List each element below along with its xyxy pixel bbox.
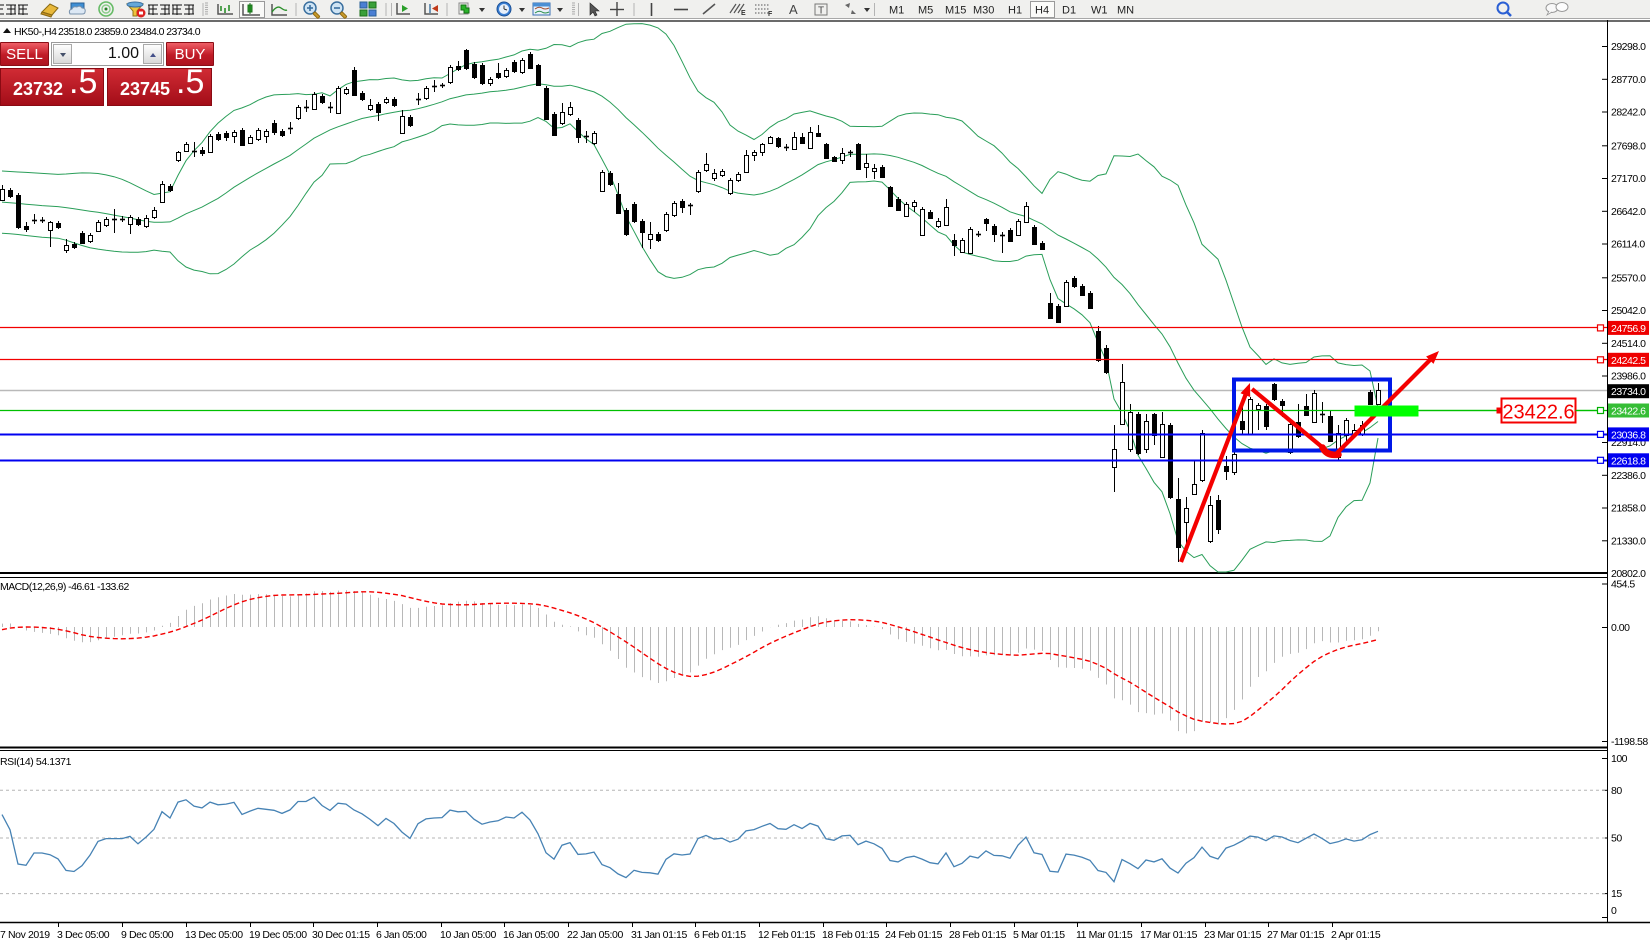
svg-text:0.00: 0.00	[1611, 622, 1630, 634]
svg-text:M15: M15	[945, 5, 966, 17]
svg-text:22 Jan 05:00: 22 Jan 05:00	[567, 929, 623, 941]
svg-text:16 Jan 05:00: 16 Jan 05:00	[503, 929, 559, 941]
svg-text:E: E	[741, 10, 746, 17]
svg-text:M5: M5	[918, 5, 933, 17]
svg-text:27 Mar 01:15: 27 Mar 01:15	[1267, 929, 1325, 941]
svg-text:27170.0: 27170.0	[1611, 173, 1646, 185]
svg-text:31 Jan 01:15: 31 Jan 01:15	[631, 929, 687, 941]
svg-text:23036.8: 23036.8	[1611, 429, 1646, 441]
svg-text:T: T	[818, 6, 824, 17]
svg-text:H4: H4	[1035, 5, 1049, 17]
svg-text:MACD(12,26,9) -46.61 -133.62: MACD(12,26,9) -46.61 -133.62	[0, 581, 129, 593]
svg-text:454.5: 454.5	[1611, 579, 1635, 591]
svg-text:17 Mar 01:15: 17 Mar 01:15	[1140, 929, 1198, 941]
svg-text:RSI(14) 54.1371: RSI(14) 54.1371	[0, 756, 72, 768]
svg-text:100: 100	[1611, 753, 1628, 765]
svg-text:23422.6: 23422.6	[1502, 402, 1574, 424]
svg-text:0: 0	[1611, 905, 1617, 917]
svg-text:28242.0: 28242.0	[1611, 107, 1646, 119]
svg-text:23422.6: 23422.6	[1611, 406, 1646, 418]
svg-text:A: A	[789, 2, 798, 17]
svg-text:W1: W1	[1091, 5, 1108, 17]
svg-text:MN: MN	[1117, 5, 1134, 17]
svg-text:3 Dec 05:00: 3 Dec 05:00	[57, 929, 110, 941]
svg-text:-1198.58: -1198.58	[1611, 736, 1648, 748]
svg-text:12 Feb 01:15: 12 Feb 01:15	[758, 929, 816, 941]
svg-text:27698.0: 27698.0	[1611, 140, 1646, 152]
svg-text:23734.0: 23734.0	[1611, 386, 1646, 398]
svg-text:F: F	[768, 11, 773, 18]
svg-text:9 Dec 05:00: 9 Dec 05:00	[121, 929, 174, 941]
svg-text:28770.0: 28770.0	[1611, 74, 1646, 86]
svg-text:18 Feb 01:15: 18 Feb 01:15	[822, 929, 880, 941]
svg-text:7 Nov 2019: 7 Nov 2019	[0, 929, 50, 941]
svg-text:15: 15	[1611, 888, 1622, 900]
svg-text:80: 80	[1611, 785, 1622, 797]
svg-text:6 Feb 01:15: 6 Feb 01:15	[694, 929, 746, 941]
svg-text:24756.9: 24756.9	[1611, 323, 1646, 335]
svg-text:HK50-,H4: HK50-,H4	[14, 26, 57, 38]
svg-text:24 Feb 01:15: 24 Feb 01:15	[885, 929, 943, 941]
svg-text:24514.0: 24514.0	[1611, 338, 1646, 350]
svg-text:20802.0: 20802.0	[1611, 568, 1646, 580]
svg-text:21858.0: 21858.0	[1611, 503, 1646, 515]
svg-text:H1: H1	[1008, 5, 1022, 17]
svg-text:50: 50	[1611, 833, 1622, 845]
svg-text:D1: D1	[1062, 5, 1076, 17]
svg-text:2 Apr 01:15: 2 Apr 01:15	[1331, 929, 1381, 941]
svg-text:30 Dec 01:15: 30 Dec 01:15	[312, 929, 370, 941]
svg-text:25570.0: 25570.0	[1611, 272, 1646, 284]
svg-text:10 Jan 05:00: 10 Jan 05:00	[440, 929, 496, 941]
svg-text:M30: M30	[973, 5, 994, 17]
svg-text:23518.0 23859.0 23484.0 23734.: 23518.0 23859.0 23484.0 23734.0	[58, 26, 201, 38]
svg-text:M1: M1	[889, 5, 904, 17]
svg-text:28 Feb 01:15: 28 Feb 01:15	[949, 929, 1007, 941]
svg-text:11 Mar 01:15: 11 Mar 01:15	[1076, 929, 1133, 941]
svg-text:22618.8: 22618.8	[1611, 455, 1646, 467]
svg-text:24242.5: 24242.5	[1611, 355, 1646, 367]
svg-text:22386.0: 22386.0	[1611, 470, 1646, 482]
svg-text:23 Mar 01:15: 23 Mar 01:15	[1204, 929, 1262, 941]
svg-text:29298.0: 29298.0	[1611, 41, 1646, 53]
svg-text:23986.0: 23986.0	[1611, 371, 1646, 383]
svg-text:6 Jan 05:00: 6 Jan 05:00	[376, 929, 427, 941]
svg-text:26642.0: 26642.0	[1611, 206, 1646, 218]
svg-text:26114.0: 26114.0	[1611, 239, 1645, 251]
svg-text:25042.0: 25042.0	[1611, 305, 1646, 317]
svg-text:21330.0: 21330.0	[1611, 535, 1646, 547]
svg-text:19 Dec 05:00: 19 Dec 05:00	[249, 929, 307, 941]
svg-text:5 Mar 01:15: 5 Mar 01:15	[1013, 929, 1065, 941]
svg-text:13 Dec 05:00: 13 Dec 05:00	[185, 929, 243, 941]
